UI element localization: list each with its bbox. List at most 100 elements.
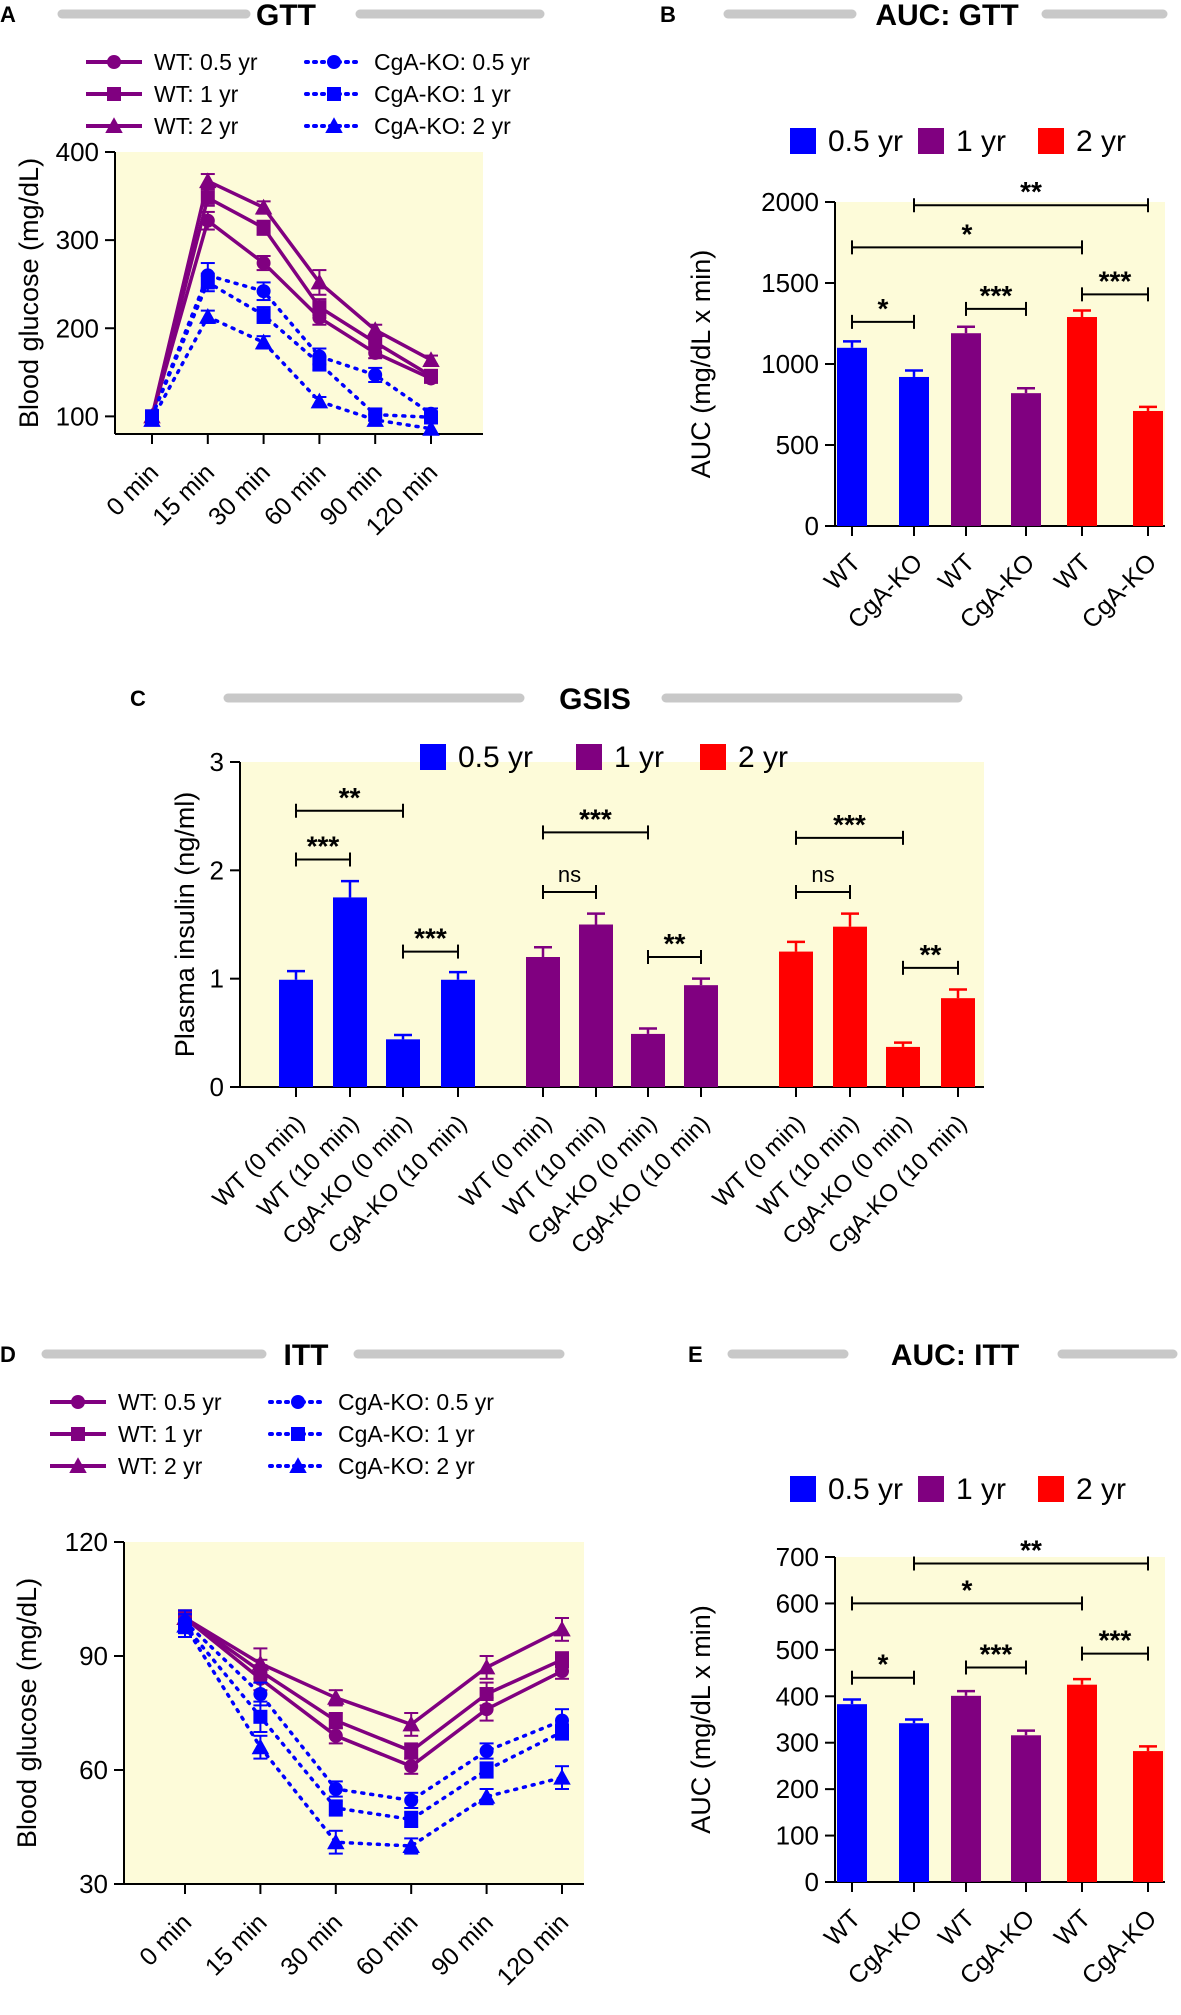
- series-line: [150, 178, 432, 417]
- y-tick-label: 400: [56, 137, 99, 167]
- legend-swatch: [700, 744, 726, 770]
- significance-label: *: [878, 1649, 889, 1680]
- panel-title: GSIS: [559, 683, 631, 716]
- legend-label: WT: 1 yr: [118, 1421, 203, 1447]
- series-line: [150, 273, 433, 419]
- data-point: [143, 411, 161, 427]
- legend-label: WT: 0.5 yr: [118, 1389, 222, 1415]
- legend-label: 0.5 yr: [458, 741, 533, 774]
- bar: [631, 1033, 665, 1087]
- data-point: [479, 1763, 494, 1777]
- series-line: [184, 1616, 563, 1727]
- bar: [779, 951, 813, 1087]
- panel-title: AUC: ITT: [891, 1339, 1019, 1372]
- significance-label: ***: [414, 923, 447, 954]
- y-tick-label: 200: [56, 313, 99, 343]
- panel-title: GTT: [256, 0, 316, 32]
- data-point: [404, 1744, 419, 1758]
- y-axis-label: Plasma insulin (ng/ml): [170, 792, 200, 1058]
- series-line: [183, 1616, 563, 1769]
- data-point: [253, 1709, 268, 1724]
- data-point: [404, 1759, 419, 1774]
- data-point: [256, 284, 271, 299]
- legend-swatch: [790, 1476, 816, 1502]
- significance-label: ***: [1099, 1625, 1132, 1656]
- data-point: [368, 367, 383, 382]
- x-tick-label: 60 min: [351, 1908, 424, 1981]
- plot-background: [124, 1542, 584, 1884]
- y-tick-label: 600: [776, 1588, 819, 1618]
- legend-entry: CgA-KO: 2 yr: [268, 1453, 475, 1479]
- data-point: [291, 1395, 305, 1409]
- significance-bracket: **: [913, 1535, 1149, 1571]
- data-point: [254, 198, 273, 215]
- significance-label: ns: [811, 862, 834, 887]
- significance-bracket: *: [851, 1649, 915, 1685]
- plot-background: [835, 202, 1165, 526]
- bar: [1133, 410, 1163, 526]
- y-tick-label: 0: [210, 1072, 224, 1102]
- y-tick-label: 100: [776, 1821, 819, 1851]
- data-point: [256, 308, 271, 323]
- panel-letter: A: [0, 2, 16, 27]
- legend-label: CgA-KO: 1 yr: [338, 1421, 475, 1447]
- data-point: [328, 1728, 343, 1743]
- panel-title: AUC: GTT: [875, 0, 1018, 32]
- data-point: [424, 410, 438, 425]
- bar: [1011, 393, 1041, 526]
- data-point: [555, 1725, 569, 1739]
- y-axis-label: AUC (mg/dL x min): [686, 250, 716, 479]
- bar-group: WT: [819, 1698, 867, 1952]
- significance-label: **: [1020, 176, 1042, 207]
- legend-label: 1 yr: [614, 741, 664, 774]
- bar: [951, 1695, 981, 1882]
- legend-label: WT: 1 yr: [154, 81, 239, 107]
- x-tick-label: WT: [933, 548, 980, 595]
- significance-bracket: ***: [965, 1639, 1027, 1675]
- x-tick-label: CgA-KO: [1077, 1904, 1163, 1990]
- data-point: [477, 1787, 496, 1804]
- y-tick-label: 300: [776, 1728, 819, 1758]
- y-tick-label: 2000: [761, 187, 819, 217]
- data-point: [69, 1457, 87, 1473]
- significance-bracket: **: [647, 928, 702, 964]
- legend-label: 0.5 yr: [828, 1473, 903, 1506]
- significance-bracket: ns: [795, 862, 851, 899]
- data-point: [328, 1713, 343, 1728]
- data-point: [254, 333, 273, 350]
- y-tick-label: 0: [805, 1867, 819, 1897]
- data-point: [176, 1616, 194, 1633]
- bar: [833, 926, 867, 1087]
- data-point: [105, 117, 123, 133]
- data-point: [327, 55, 341, 69]
- significance-bracket: **: [913, 176, 1149, 213]
- series-line: [150, 314, 433, 431]
- y-tick-label: 90: [79, 1641, 108, 1671]
- legend-label: 2 yr: [1076, 1473, 1126, 1506]
- significance-bracket: *: [851, 218, 1083, 255]
- bar: [441, 979, 475, 1087]
- bar: [684, 985, 718, 1087]
- y-tick-label: 1000: [761, 349, 819, 379]
- legend-swatch: [1038, 1476, 1064, 1502]
- legend-entry: CgA-KO: 0.5 yr: [268, 1389, 494, 1415]
- y-tick-label: 60: [79, 1755, 108, 1785]
- data-point: [366, 321, 384, 338]
- x-tick-label: 15 min: [147, 458, 220, 531]
- x-tick-label: WT: [933, 1904, 980, 1951]
- data-point: [422, 419, 440, 436]
- significance-label: **: [664, 928, 686, 959]
- legend-entry: WT: 2 yr: [86, 113, 239, 139]
- data-point: [553, 1620, 571, 1637]
- data-point: [404, 1812, 419, 1827]
- legend-label: WT: 0.5 yr: [154, 49, 258, 75]
- data-point: [555, 1652, 569, 1667]
- data-point: [553, 1768, 571, 1785]
- series-line: [150, 195, 432, 417]
- bar: [279, 979, 313, 1087]
- legend-label: CgA-KO: 0.5 yr: [338, 1389, 494, 1415]
- legend-swatch: [1038, 128, 1064, 154]
- bar: [951, 333, 981, 526]
- plot-background: [115, 152, 483, 434]
- y-tick-label: 120: [65, 1527, 108, 1557]
